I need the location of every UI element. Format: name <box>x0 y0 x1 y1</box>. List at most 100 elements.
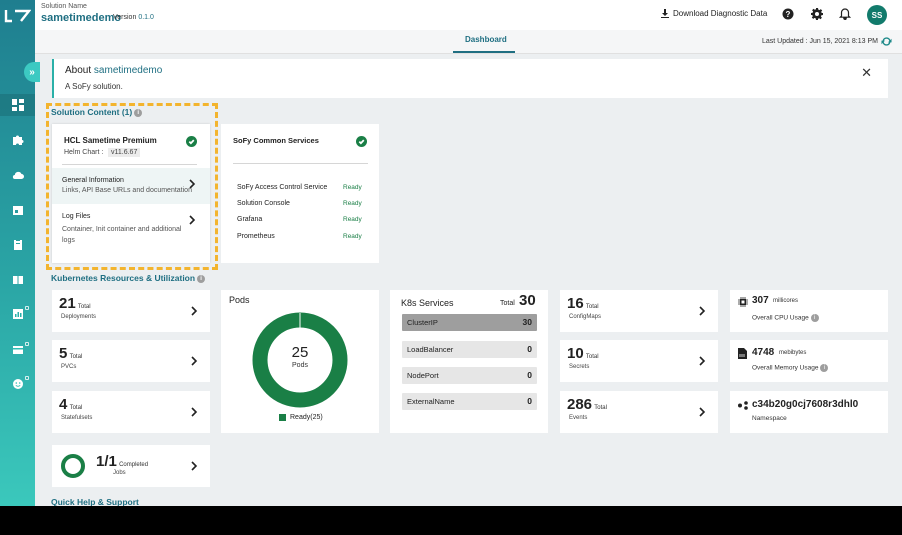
pvcs-card[interactable]: 5 Total PVCs <box>52 340 210 382</box>
book-icon[interactable] <box>0 269 35 291</box>
service-count: 0 <box>527 396 532 406</box>
highlight-outline <box>46 103 218 270</box>
secrets-count: 10 <box>567 345 584 362</box>
info-icon[interactable]: i <box>820 364 829 372</box>
app-window: » Solution N <box>0 0 902 506</box>
cpu-icon <box>738 297 748 307</box>
version-info: Version 0.1.0 <box>113 14 154 21</box>
events-unit: Total <box>594 405 607 411</box>
chevron-right-icon <box>188 179 196 189</box>
tab-dashboard[interactable]: Dashboard <box>465 35 507 44</box>
memory-label-text: Overall Memory Usage <box>752 364 819 372</box>
about-title: About sametimedemo <box>65 65 162 76</box>
sidebar: » <box>0 0 40 506</box>
statefulsets-card[interactable]: 4 Total Statefulsets <box>52 391 210 433</box>
service-count: 0 <box>527 370 532 380</box>
events-card[interactable]: 286 Total Events <box>560 391 718 433</box>
secrets-card[interactable]: 10 Total Secrets <box>560 340 718 382</box>
expand-sidebar-button[interactable]: » <box>24 62 40 82</box>
download-diagnostic-button[interactable]: Download Diagnostic Data <box>661 9 767 18</box>
about-prefix: About <box>65 65 92 76</box>
service-name: SoFy Access Control Service <box>237 184 328 191</box>
service-row-nodeport[interactable]: NodePort 0 <box>402 367 537 384</box>
cloud-icon[interactable] <box>0 164 35 186</box>
service-status: Ready <box>343 233 362 240</box>
about-panel: About sametimedemo A SoFy solution. ✕ <box>52 59 888 98</box>
credit-card-icon[interactable] <box>0 339 35 361</box>
chevron-right-icon <box>190 356 198 366</box>
namespace-label: Namespace <box>752 415 787 422</box>
last-updated: Last Updated : Jun 15, 2021 8:13 PM <box>762 38 878 45</box>
version-label: Version <box>113 14 137 21</box>
download-label: Download Diagnostic Data <box>673 9 768 18</box>
download-icon <box>661 9 669 18</box>
common-services-name: SoFy Common Services <box>233 136 319 145</box>
pvcs-unit: Total <box>69 354 83 360</box>
help-icon[interactable]: ? <box>782 8 794 20</box>
clipboard-icon[interactable] <box>0 233 35 255</box>
jobs-ring-chart <box>61 454 85 478</box>
solution-content-title: Solution Content (1) i <box>51 107 143 117</box>
service-status: Ready <box>343 216 362 223</box>
service-count: 30 <box>522 317 532 327</box>
namespace-icon <box>738 401 748 410</box>
deployments-unit: Total <box>77 304 91 310</box>
info-icon[interactable]: i <box>197 274 206 283</box>
kubernetes-title: Kubernetes Resources & Utilization i <box>51 273 206 283</box>
refresh-icon[interactable] <box>881 36 892 47</box>
deployments-card[interactable]: 21 Total Deployments <box>52 290 210 332</box>
statefulsets-unit: Total <box>69 405 83 411</box>
log-files-desc: Container, Init container and additional… <box>62 226 182 244</box>
service-row-externalname[interactable]: ExternalName 0 <box>402 393 537 410</box>
bell-icon[interactable] <box>838 8 852 20</box>
bottom-bar <box>0 506 902 535</box>
header: Solution Name sametimedemo Version 0.1.0… <box>35 0 902 30</box>
cpu-value: 307 <box>752 295 769 306</box>
memory-usage-card: 4748 mebibytes Overall Memory Usage i <box>730 340 888 382</box>
k8s-services-total-label: Total <box>500 300 515 307</box>
configmaps-unit: Total <box>585 304 599 310</box>
deployments-label: Deployments <box>61 314 97 320</box>
configmaps-count: 16 <box>567 295 584 312</box>
jobs-ring-fill <box>61 454 85 478</box>
about-description: A SoFy solution. <box>65 82 123 91</box>
calendar-icon[interactable] <box>0 199 35 221</box>
events-count: 286 <box>567 396 593 413</box>
gear-icon[interactable] <box>811 8 823 20</box>
cpu-unit: millicores <box>773 298 799 304</box>
divider <box>233 163 368 164</box>
divider <box>62 164 197 165</box>
secrets-unit: Total <box>585 354 599 360</box>
memory-value: 4748 <box>752 347 775 358</box>
common-services-card: SoFy Common Services SoFy Access Control… <box>221 124 379 263</box>
service-name: Grafana <box>237 216 263 223</box>
configmaps-card[interactable]: 16 Total ConfigMaps <box>560 290 718 332</box>
jobs-card[interactable]: 1/1 Completed Jobs <box>52 445 210 487</box>
avatar[interactable]: SS <box>867 5 887 25</box>
pods-center-label: Pods <box>292 362 308 369</box>
chevron-right-icon <box>698 356 706 366</box>
emoji-icon[interactable] <box>0 373 35 395</box>
about-solution-name: sametimedemo <box>93 65 163 76</box>
pods-donut-chart <box>252 312 348 408</box>
chart-icon[interactable] <box>0 303 35 325</box>
service-row-clusterip[interactable]: ClusterIP 30 <box>402 314 537 331</box>
namespace-card: c34b20g0cj7608r3dhl0 Namespace <box>730 391 888 433</box>
log-files-item[interactable]: Log Files Container, Init container and … <box>52 208 210 248</box>
memory-icon <box>738 348 747 359</box>
general-information-item[interactable]: General Information Links, API Base URLs… <box>52 168 210 204</box>
ready-check-icon <box>186 136 197 147</box>
pvcs-count: 5 <box>59 345 68 362</box>
service-row-loadbalancer[interactable]: LoadBalancer 0 <box>402 341 537 358</box>
info-icon[interactable]: i <box>810 314 819 322</box>
service-name: Prometheus <box>237 233 275 240</box>
close-icon[interactable]: ✕ <box>861 65 872 80</box>
k8s-services-title: K8s Services <box>401 298 454 308</box>
tab-bar: Dashboard Last Updated : Jun 15, 2021 8:… <box>35 30 902 54</box>
service-status: Ready <box>343 200 362 207</box>
service-status: Ready <box>343 184 362 191</box>
info-icon[interactable]: i <box>134 108 143 117</box>
puzzle-icon[interactable] <box>0 129 35 151</box>
dashboard-icon[interactable] <box>0 94 35 116</box>
cpu-label: Overall CPU Usage i <box>752 314 819 322</box>
